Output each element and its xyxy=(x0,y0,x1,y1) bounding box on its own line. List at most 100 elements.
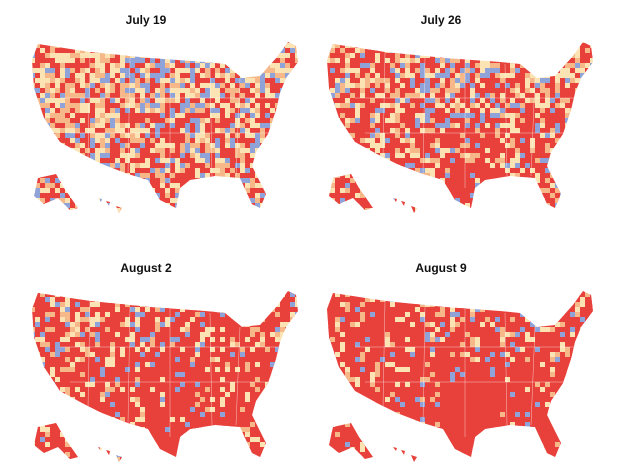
county-cell xyxy=(425,63,430,68)
county-cell xyxy=(55,297,60,302)
county-cell xyxy=(255,193,260,198)
county-cell xyxy=(130,133,135,138)
county-cell xyxy=(595,193,600,203)
county-cell xyxy=(575,143,585,148)
county-cell xyxy=(295,317,298,322)
county-cell xyxy=(150,302,155,307)
county-cell xyxy=(300,362,305,367)
county-cell xyxy=(170,98,175,103)
county-cell xyxy=(140,208,145,213)
county-cell xyxy=(285,372,290,377)
county-cell xyxy=(140,78,145,83)
county-cell xyxy=(275,208,280,213)
county-cell xyxy=(80,43,85,48)
county-cell xyxy=(200,198,205,208)
county-cell xyxy=(175,292,180,302)
county-cell xyxy=(265,208,270,213)
county-cell xyxy=(180,203,185,208)
county-cell xyxy=(327,148,330,158)
county-cell xyxy=(155,297,160,302)
county-cell xyxy=(245,53,250,58)
county-cell xyxy=(500,123,505,128)
county-cell xyxy=(40,193,45,198)
county-cell xyxy=(370,42,375,48)
county-cell xyxy=(445,138,450,143)
county-cell xyxy=(300,287,305,297)
county-cell xyxy=(175,307,180,312)
county-cell xyxy=(460,93,465,98)
county-cell xyxy=(450,183,455,188)
county-cell xyxy=(345,208,350,213)
panel-title-august-2: August 2 xyxy=(120,261,172,275)
county-cell xyxy=(50,178,55,183)
county-cell xyxy=(135,158,140,163)
county-cell xyxy=(250,302,260,307)
county-cell xyxy=(185,362,190,367)
county-cell xyxy=(50,58,55,63)
county-cell xyxy=(325,213,335,218)
county-cell xyxy=(255,297,260,302)
county-cell xyxy=(395,168,400,173)
county-cell xyxy=(275,307,280,312)
county-cell xyxy=(365,168,370,173)
county-cell xyxy=(60,322,65,327)
county-cell xyxy=(295,302,298,307)
county-cell xyxy=(275,88,280,93)
county-cell xyxy=(90,138,95,143)
county-cell xyxy=(255,148,260,153)
county-cell xyxy=(215,148,220,153)
county-cell xyxy=(85,291,90,292)
county-cell xyxy=(455,173,460,178)
county-cell xyxy=(70,163,75,168)
county-cell xyxy=(180,352,185,357)
county-cell xyxy=(75,128,80,133)
county-cell xyxy=(355,88,360,93)
county-cell xyxy=(450,63,455,68)
county-cell xyxy=(430,168,435,173)
county-cell xyxy=(40,83,45,88)
county-cell xyxy=(150,43,155,48)
county-cell xyxy=(285,98,290,103)
county-cell xyxy=(520,42,525,43)
county-cell xyxy=(525,113,530,118)
county-cell xyxy=(415,83,420,88)
county-cell xyxy=(125,113,130,118)
county-cell xyxy=(475,183,480,193)
county-cell xyxy=(235,317,240,322)
county-cell xyxy=(155,123,160,128)
county-cell xyxy=(85,148,90,153)
county-cell xyxy=(355,63,360,68)
county-cell xyxy=(365,118,370,123)
county-cell xyxy=(45,133,50,138)
county-cell xyxy=(480,178,485,183)
county-cell xyxy=(515,153,520,158)
county-cell xyxy=(260,73,265,78)
county-cell xyxy=(295,138,298,143)
county-cell xyxy=(285,88,290,93)
county-cell xyxy=(570,153,575,158)
county-cell xyxy=(580,143,585,148)
county-cell xyxy=(105,342,110,347)
county-cell xyxy=(290,297,295,302)
county-cell xyxy=(55,93,60,98)
county-cell xyxy=(185,148,190,153)
county-cell xyxy=(35,183,40,188)
county-cell xyxy=(105,307,110,312)
county-cell xyxy=(215,153,220,158)
county-cell xyxy=(295,53,298,58)
county-cell xyxy=(150,128,155,133)
county-cell xyxy=(160,327,165,332)
county-cell xyxy=(285,188,290,198)
county-cell xyxy=(160,213,165,218)
county-cell xyxy=(145,128,150,133)
county-cell xyxy=(530,193,535,198)
county-cell xyxy=(385,183,390,188)
county-cell xyxy=(190,352,195,357)
county-cell xyxy=(435,53,440,58)
county-cell xyxy=(65,312,70,317)
county-cell xyxy=(75,148,80,153)
county-cell xyxy=(70,213,75,218)
county-cell xyxy=(60,163,65,168)
county-cell xyxy=(350,43,355,48)
county-cell xyxy=(240,297,245,302)
